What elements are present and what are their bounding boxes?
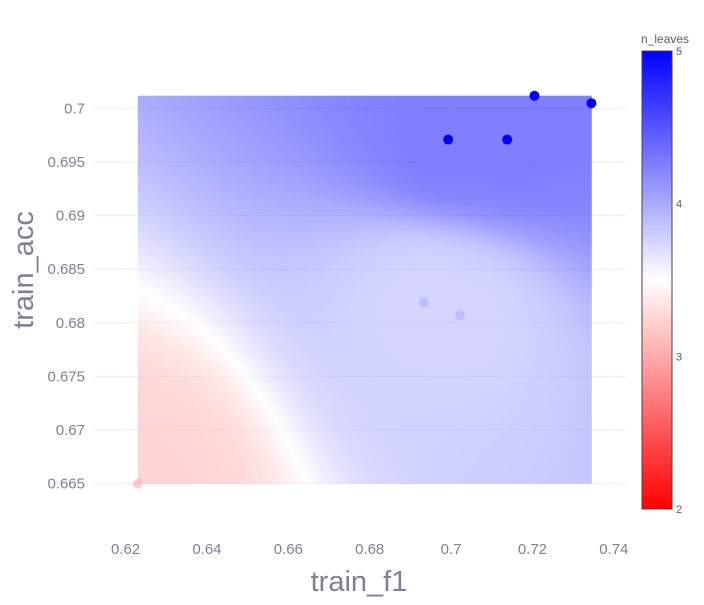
y-tick-label: 0.665 xyxy=(47,475,85,492)
data-point xyxy=(454,310,465,321)
colorbar-title: n_leaves xyxy=(641,32,689,46)
y-tick-label: 0.67 xyxy=(56,422,85,439)
y-tick-label: 0.675 xyxy=(47,368,85,385)
colorbar: n_leaves 2 3 4 5 xyxy=(641,32,689,516)
colorbar-ticks: 2 3 4 5 xyxy=(676,46,682,516)
data-point xyxy=(418,297,429,308)
x-tick-label: 0.7 xyxy=(441,541,462,558)
x-tick-label: 0.66 xyxy=(274,541,303,558)
y-tick-label: 0.69 xyxy=(56,208,85,225)
x-axis-label: train_f1 xyxy=(311,566,408,598)
x-axis-ticks: 0.62 0.64 0.66 0.68 0.7 0.72 0.74 xyxy=(111,541,628,558)
data-point xyxy=(132,478,143,489)
data-point xyxy=(502,134,513,145)
x-tick-label: 0.62 xyxy=(111,541,140,558)
data-point xyxy=(443,134,454,145)
data-point xyxy=(529,90,540,101)
y-tick-label: 0.68 xyxy=(56,315,85,332)
data-points xyxy=(132,90,597,489)
x-tick-label: 0.64 xyxy=(192,541,221,558)
x-tick-label: 0.74 xyxy=(599,541,628,558)
y-axis-label: train_acc xyxy=(8,211,40,329)
y-tick-label: 0.7 xyxy=(64,101,85,118)
colorbar-tick-label: 5 xyxy=(676,46,682,58)
colorbar-tick-label: 3 xyxy=(676,351,682,363)
x-tick-label: 0.68 xyxy=(355,541,384,558)
colorbar-tick-label: 4 xyxy=(676,199,682,211)
colorbar-tick-label: 2 xyxy=(676,504,682,516)
y-tick-label: 0.685 xyxy=(47,261,85,278)
interpolated-surface xyxy=(137,95,592,484)
data-point xyxy=(586,98,597,109)
colorbar-gradient xyxy=(641,50,673,510)
x-tick-label: 0.72 xyxy=(518,541,547,558)
y-tick-label: 0.695 xyxy=(47,154,85,171)
surface-image xyxy=(137,95,592,484)
y-axis-ticks: 0.665 0.67 0.675 0.68 0.685 0.69 0.695 0.7 xyxy=(47,101,85,493)
